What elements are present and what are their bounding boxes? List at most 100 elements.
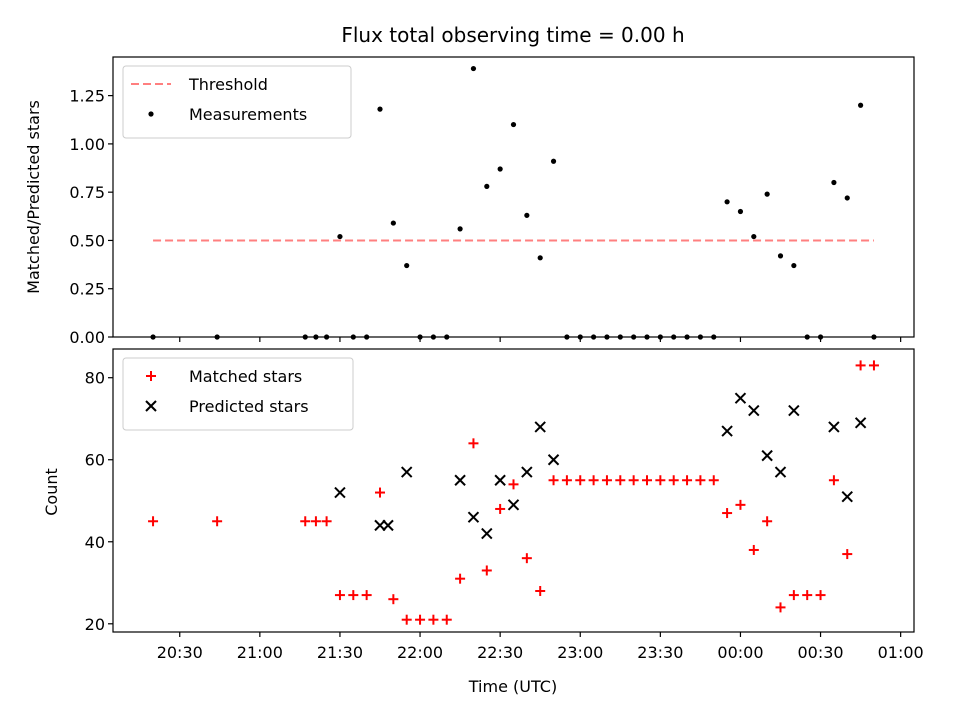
matched-star-marker: [548, 475, 559, 486]
x-axis-label: Time (UTC): [468, 677, 557, 696]
predicted-star-marker: [788, 404, 800, 417]
predicted-star-marker: [494, 474, 506, 486]
measurement-point: [550, 158, 557, 164]
matched-star-marker: [375, 487, 385, 498]
y-tick-label: 40: [85, 533, 105, 552]
y-tick-label: 0.50: [69, 231, 105, 250]
matched-star-marker: [855, 360, 866, 371]
x-tick-label: 22:00: [397, 643, 443, 662]
matched-star-marker: [748, 544, 759, 555]
matched-star-marker: [682, 475, 693, 486]
top-panel: 0.00 0.25 0.50 0.75 1.00 1.25 Threshold Measure…: [69, 56, 915, 347]
measurement-point: [150, 334, 156, 340]
matched-star-marker: [508, 479, 519, 490]
x-tick-label: 23:00: [557, 643, 603, 662]
x-tick-label: 00:30: [797, 643, 843, 662]
matched-star-marker: [775, 602, 786, 613]
marker-stroke: [721, 425, 733, 437]
marker-stroke: [734, 392, 747, 404]
measurement-point: [684, 334, 690, 340]
measurement-point: [484, 183, 490, 189]
legend-label: Matched stars: [189, 367, 302, 386]
y-tick-label: 1.25: [69, 87, 105, 106]
matched-star-marker: [842, 549, 853, 560]
matched-star-marker: [388, 594, 399, 605]
plot-frame: [112, 56, 915, 338]
measurement-point: [751, 233, 757, 240]
predicted-star-marker: [547, 454, 560, 466]
measurement-point: [724, 199, 730, 205]
measurement-point: [324, 334, 330, 340]
measurement-point: [350, 334, 356, 340]
predicted-star-marker: [774, 466, 787, 478]
predicted-star-marker: [841, 490, 853, 503]
matched-star-marker: [535, 585, 546, 596]
measurement-point: [214, 334, 220, 340]
matched-star-marker: [348, 590, 359, 601]
marker-stroke: [748, 404, 760, 417]
measurement-point: [671, 334, 677, 340]
matched-star-marker: [148, 516, 159, 527]
matched-star-marker: [575, 475, 586, 486]
predicted-star-marker: [828, 421, 840, 433]
matched-star-marker: [655, 475, 666, 486]
predicted-star-marker: [854, 417, 867, 429]
matched-star-marker: [802, 590, 813, 601]
y-tick-label: 1.00: [69, 135, 105, 154]
predicted-star-marker: [334, 486, 346, 499]
matched-star-marker: [615, 475, 626, 486]
measurement-point: [844, 195, 850, 201]
top-y-axis-label: Matched/Predicted stars: [24, 100, 43, 294]
measurement-point: [564, 334, 570, 340]
measurement-point: [631, 334, 637, 340]
marker-stroke: [534, 421, 546, 433]
marker-stroke: [507, 499, 520, 511]
measurement-point: [377, 106, 383, 112]
plot-frame: [112, 348, 915, 633]
predicted-star-marker: [454, 474, 466, 486]
measurement-point: [470, 65, 477, 72]
y-tick-label: 0.25: [69, 280, 105, 299]
matched-star-marker: [441, 614, 452, 625]
x-tick-label: 21:30: [317, 643, 363, 662]
measurement-point: [737, 208, 744, 215]
predicted-star-marker: [521, 466, 533, 478]
matched-star-marker: [334, 590, 345, 601]
measurement-point: [444, 334, 450, 340]
bottom-panel: 20 40 60 80 20:30 21:00 21:30 22:00 22:30 23:00 23…: [85, 348, 924, 662]
marker-stroke: [547, 454, 560, 466]
x-tick-label: 21:00: [237, 643, 283, 662]
marker-stroke: [494, 474, 506, 486]
measurement-point: [764, 191, 770, 197]
matched-star-marker: [361, 590, 372, 601]
matched-star-marker: [468, 438, 479, 449]
matched-star-marker: [455, 573, 466, 584]
matched-star-marker: [762, 516, 773, 527]
matched-star-marker: [601, 475, 612, 486]
measurement-point: [524, 212, 530, 218]
legend-box: [122, 65, 352, 139]
marker-stroke: [382, 519, 394, 532]
matched-star-marker: [521, 553, 532, 564]
measurement-point: [417, 334, 423, 340]
matched-star-marker: [401, 614, 412, 625]
matched-star-marker: [428, 614, 439, 625]
y-tick-label: 80: [85, 369, 105, 388]
measurement-point: [510, 121, 517, 128]
measurement-point: [457, 226, 463, 232]
measurement-point: [871, 334, 877, 340]
measurement-point: [644, 334, 650, 340]
x-tick-label: 20:30: [157, 643, 203, 662]
matched-star-marker: [561, 475, 572, 486]
y-tick-label: 20: [85, 615, 105, 634]
measurement-point: [617, 334, 623, 340]
predicted-star-marker: [721, 425, 733, 437]
matched-star-marker: [868, 360, 879, 371]
measurement-point: [657, 334, 663, 340]
measurement-point: [817, 334, 824, 340]
x-tick-label: 00:00: [717, 643, 763, 662]
marker-stroke: [774, 466, 787, 478]
measurement-point: [858, 102, 864, 108]
matched-star-marker: [828, 475, 839, 486]
